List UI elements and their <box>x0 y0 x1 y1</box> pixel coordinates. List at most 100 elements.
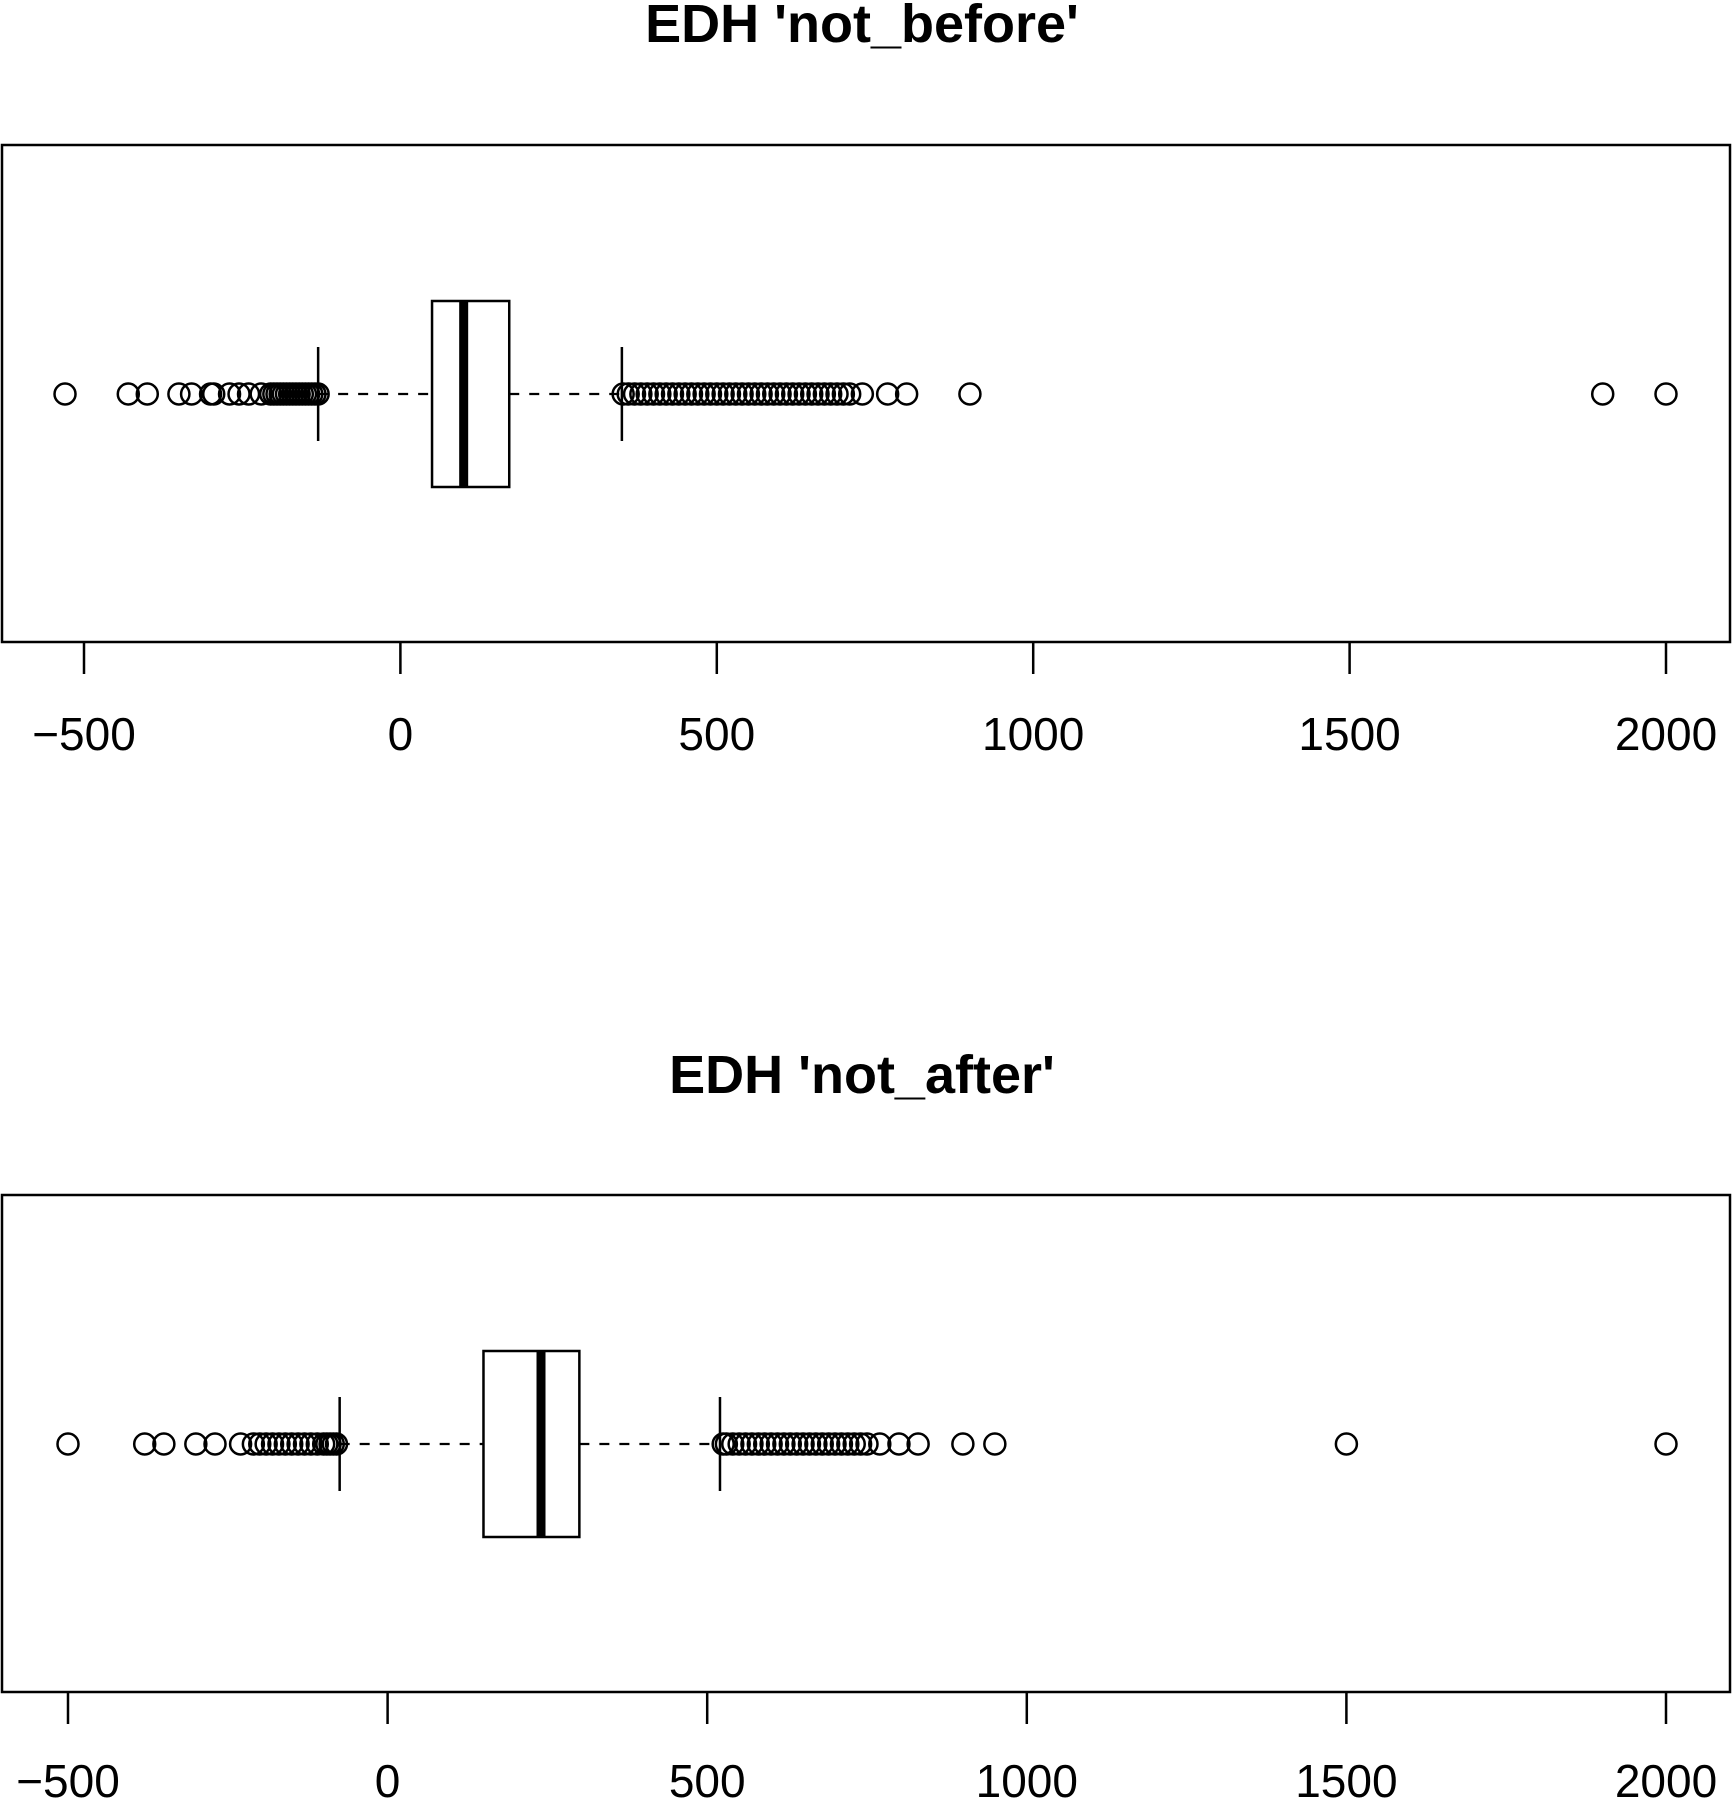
outlier-point <box>983 1432 1007 1456</box>
x-axis-not-after: −500 0 500 1000 1500 2000 <box>16 1692 1717 1803</box>
outlier-point <box>733 1432 758 1456</box>
outlier-point <box>305 1432 330 1456</box>
outlier-point <box>749 382 773 406</box>
outlier-point <box>724 382 748 406</box>
outlier-point <box>184 1432 208 1456</box>
outlier-point <box>810 1432 835 1456</box>
outlier-point <box>203 1432 227 1456</box>
outlier-point <box>825 382 849 406</box>
outlier-point <box>299 1432 323 1456</box>
outlier-point <box>855 1432 879 1456</box>
x-tick-label: −500 <box>32 708 136 760</box>
outlier-point <box>116 382 141 406</box>
outlier-point <box>894 382 919 406</box>
outlier-point <box>1654 1432 1678 1456</box>
plot-frame-not-after <box>0 1193 1732 1694</box>
outlier-point <box>799 382 824 406</box>
outlier-point <box>778 1432 803 1456</box>
outlier-point <box>762 382 786 406</box>
outlier-point <box>292 1432 317 1456</box>
outlier-point <box>667 382 691 406</box>
outlier-point <box>721 1432 745 1456</box>
outlier-point <box>736 382 761 406</box>
iqr-box-not-before <box>430 299 511 489</box>
outlier-point <box>254 1432 278 1456</box>
outlier-point <box>648 382 672 406</box>
outlier-point <box>1590 382 1615 406</box>
outlier-point <box>743 382 767 406</box>
outlier-point <box>958 382 982 406</box>
outlier-point <box>774 382 799 406</box>
outlier-point <box>906 1432 930 1456</box>
outlier-point <box>842 1432 866 1456</box>
outlier-point <box>875 382 900 406</box>
outlier-point <box>167 382 191 406</box>
outlier-point <box>217 382 242 406</box>
outlier-point <box>780 382 805 406</box>
outlier-point <box>836 1432 860 1456</box>
outlier-point <box>654 382 678 406</box>
outlier-point <box>717 382 742 406</box>
outlier-point <box>53 382 77 406</box>
outlier-point <box>1654 382 1678 406</box>
outlier-point <box>784 1432 809 1456</box>
outlier-point <box>752 1432 777 1456</box>
outlier-point <box>641 382 666 406</box>
outlier-point <box>622 382 647 406</box>
x-tick-label: 1000 <box>982 708 1084 760</box>
outlier-point <box>806 382 830 406</box>
outlier-point <box>804 1432 828 1456</box>
outlier-point <box>1334 1432 1359 1456</box>
outlier-point <box>837 382 862 406</box>
outlier-point <box>152 1432 176 1456</box>
outlier-point <box>56 1432 80 1456</box>
outlier-point <box>711 382 735 406</box>
chart-title-not-after: EDH 'not_after' <box>669 1045 1055 1105</box>
outlier-point <box>772 1432 796 1456</box>
x-tick-label: 0 <box>375 1755 401 1803</box>
outlier-point <box>698 382 723 406</box>
panel-not-after: EDH 'not_after' −500 0 500 1000 1500 2000 <box>0 1045 1732 1803</box>
outlier-point <box>306 382 330 406</box>
outlier-point <box>660 382 685 406</box>
x-tick-label: −500 <box>16 1755 120 1803</box>
outlier-point <box>887 1432 911 1456</box>
panel-not-before: EDH 'not_before' −500 0 500 1000 1500 2000 <box>0 0 1732 760</box>
outlier-point <box>228 1432 253 1456</box>
outlier-point <box>765 1432 790 1456</box>
outlier-point <box>324 1432 349 1456</box>
x-tick-label: 1500 <box>1298 708 1400 760</box>
box-marks-not-before <box>53 299 1678 489</box>
x-tick-label: 2000 <box>1615 708 1717 760</box>
outlier-point <box>755 382 780 406</box>
x-tick-label: 1000 <box>976 1755 1078 1803</box>
outlier-point <box>705 382 729 406</box>
outlier-point <box>730 382 754 406</box>
x-tick-label: 1500 <box>1295 1755 1397 1803</box>
outlier-point <box>279 1432 304 1456</box>
outlier-point <box>829 1432 854 1456</box>
outlier-point <box>267 1432 291 1456</box>
outlier-point <box>831 382 856 406</box>
outlier-point <box>273 1432 298 1456</box>
outlier-point <box>797 1432 822 1456</box>
outlier-point <box>714 1432 739 1456</box>
outlier-point <box>791 1432 815 1456</box>
outlier-point <box>616 382 640 406</box>
outlier-point <box>727 1432 751 1456</box>
outlier-point <box>679 382 704 406</box>
outlier-point <box>286 1432 310 1456</box>
outlier-point <box>759 1432 783 1456</box>
outlier-point <box>201 382 226 406</box>
chart-title-not-before: EDH 'not_before' <box>645 0 1079 54</box>
outlier-point <box>686 382 710 406</box>
outlier-point <box>816 1432 841 1456</box>
outlier-point <box>132 1432 157 1456</box>
x-tick-label: 0 <box>388 708 414 760</box>
x-tick-label: 500 <box>669 1755 746 1803</box>
outlier-point <box>850 382 875 406</box>
outlier-point <box>135 382 160 406</box>
iqr-box-not-after <box>482 1349 581 1539</box>
outlier-point <box>768 382 792 406</box>
